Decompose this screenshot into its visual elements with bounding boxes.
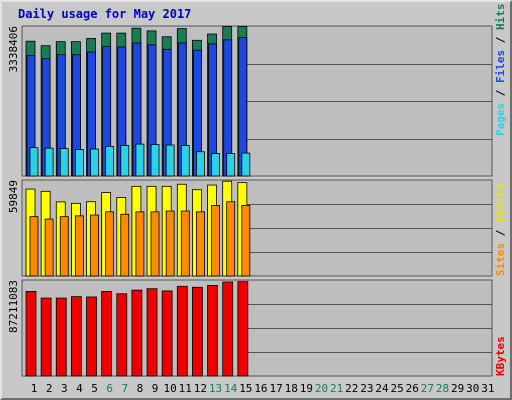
bar-pages: [90, 148, 99, 177]
day-label: 23: [360, 382, 373, 395]
bar-sites: [135, 211, 145, 277]
legend-sep-3: /: [494, 229, 507, 236]
legend-visits-panel: Sites / Visits: [494, 183, 507, 276]
legend-kbytes: KBytes: [494, 336, 507, 376]
bar-kbytes: [55, 297, 67, 377]
legend-files: Files: [494, 50, 507, 83]
bar-sites: [150, 211, 160, 277]
bar-pages: [59, 148, 69, 177]
bar-kbytes: [131, 289, 143, 377]
day-label: 22: [345, 382, 358, 395]
day-label: 25: [390, 382, 403, 395]
bar-pages: [180, 145, 190, 177]
day-label: 13: [209, 382, 222, 395]
day-label: 15: [239, 382, 252, 395]
bar-pages: [211, 153, 220, 177]
day-label: 1: [31, 382, 38, 395]
bar-sites: [59, 216, 69, 277]
day-label: 3: [61, 382, 68, 395]
day-label: 30: [466, 382, 479, 395]
legend-sep-1: /: [494, 89, 507, 96]
legend-pages: Pages: [494, 103, 507, 136]
bar-kbytes: [161, 290, 173, 377]
chart-title: Daily usage for May 2017: [18, 7, 192, 21]
bar-sites: [29, 216, 39, 277]
legend-hits-panel: Pages / Files / Hits: [494, 4, 507, 137]
bar-pages: [44, 147, 54, 177]
bar-sites: [74, 215, 84, 277]
legend-visits: Visits: [494, 183, 507, 223]
bar-sites: [211, 205, 220, 277]
hits-max-label: 3338406: [7, 26, 20, 72]
day-label: 9: [152, 382, 159, 395]
bar-sites: [226, 201, 236, 277]
bar-pages: [241, 152, 251, 177]
bar-kbytes: [192, 286, 203, 377]
bar-pages: [150, 144, 160, 177]
bar-sites: [44, 218, 54, 277]
day-label: 27: [421, 382, 434, 395]
bar-pages: [105, 145, 115, 177]
bar-pages: [226, 153, 236, 177]
bar-sites: [90, 214, 99, 277]
bar-kbytes: [237, 281, 249, 377]
bar-sites: [196, 211, 205, 277]
bar-kbytes: [25, 291, 37, 377]
day-label: 31: [481, 382, 494, 395]
bar-pages: [120, 145, 130, 177]
bars: [25, 25, 251, 377]
gridlines: [239, 64, 492, 353]
legend-sites: Sites: [494, 243, 507, 276]
bar-sites: [120, 213, 130, 277]
kbytes-max-label: 87211083: [7, 280, 20, 333]
day-label: 8: [137, 382, 144, 395]
bar-sites: [105, 211, 115, 277]
day-label: 26: [406, 382, 419, 395]
bar-pages: [196, 151, 205, 177]
legend-sep-2: /: [494, 36, 507, 43]
legend-hits: Hits: [494, 4, 507, 31]
day-label: 17: [269, 382, 282, 395]
bar-kbytes: [116, 293, 128, 377]
day-label: 19: [300, 382, 313, 395]
bar-pages: [74, 149, 84, 177]
day-label: 5: [91, 382, 98, 395]
day-label: 10: [164, 382, 177, 395]
bar-kbytes: [40, 297, 52, 377]
day-label: 21: [330, 382, 343, 395]
day-label: 4: [76, 382, 83, 395]
bar-kbytes: [222, 281, 234, 377]
bar-sites: [180, 210, 190, 277]
day-label: 20: [315, 382, 328, 395]
day-label: 11: [179, 382, 192, 395]
bar-pages: [165, 144, 175, 177]
day-label: 12: [194, 382, 207, 395]
day-label: 24: [375, 382, 389, 395]
bar-kbytes: [101, 291, 113, 377]
day-label: 28: [436, 382, 449, 395]
day-label: 29: [451, 382, 464, 395]
day-labels: 1 2 3 4 5 6 7 8 9 10 11 12 13 14 15 16 17 18 19 20 21 22 23 24 2…: [31, 382, 495, 395]
bar-kbytes: [176, 285, 188, 377]
day-label: 14: [224, 382, 238, 395]
day-label: 16: [254, 382, 267, 395]
bar-pages: [135, 143, 145, 177]
bar-pages: [29, 147, 39, 177]
visits-max-label: 59849: [7, 180, 20, 213]
day-label: 18: [285, 382, 298, 395]
bar-sites: [241, 205, 251, 277]
bar-kbytes: [207, 285, 218, 377]
bar-kbytes: [86, 296, 97, 377]
bar-sites: [165, 210, 175, 277]
bar-kbytes: [146, 288, 158, 377]
bar-kbytes: [70, 296, 82, 377]
day-label: 6: [106, 382, 113, 395]
day-label: 7: [121, 382, 128, 395]
day-label: 2: [46, 382, 53, 395]
